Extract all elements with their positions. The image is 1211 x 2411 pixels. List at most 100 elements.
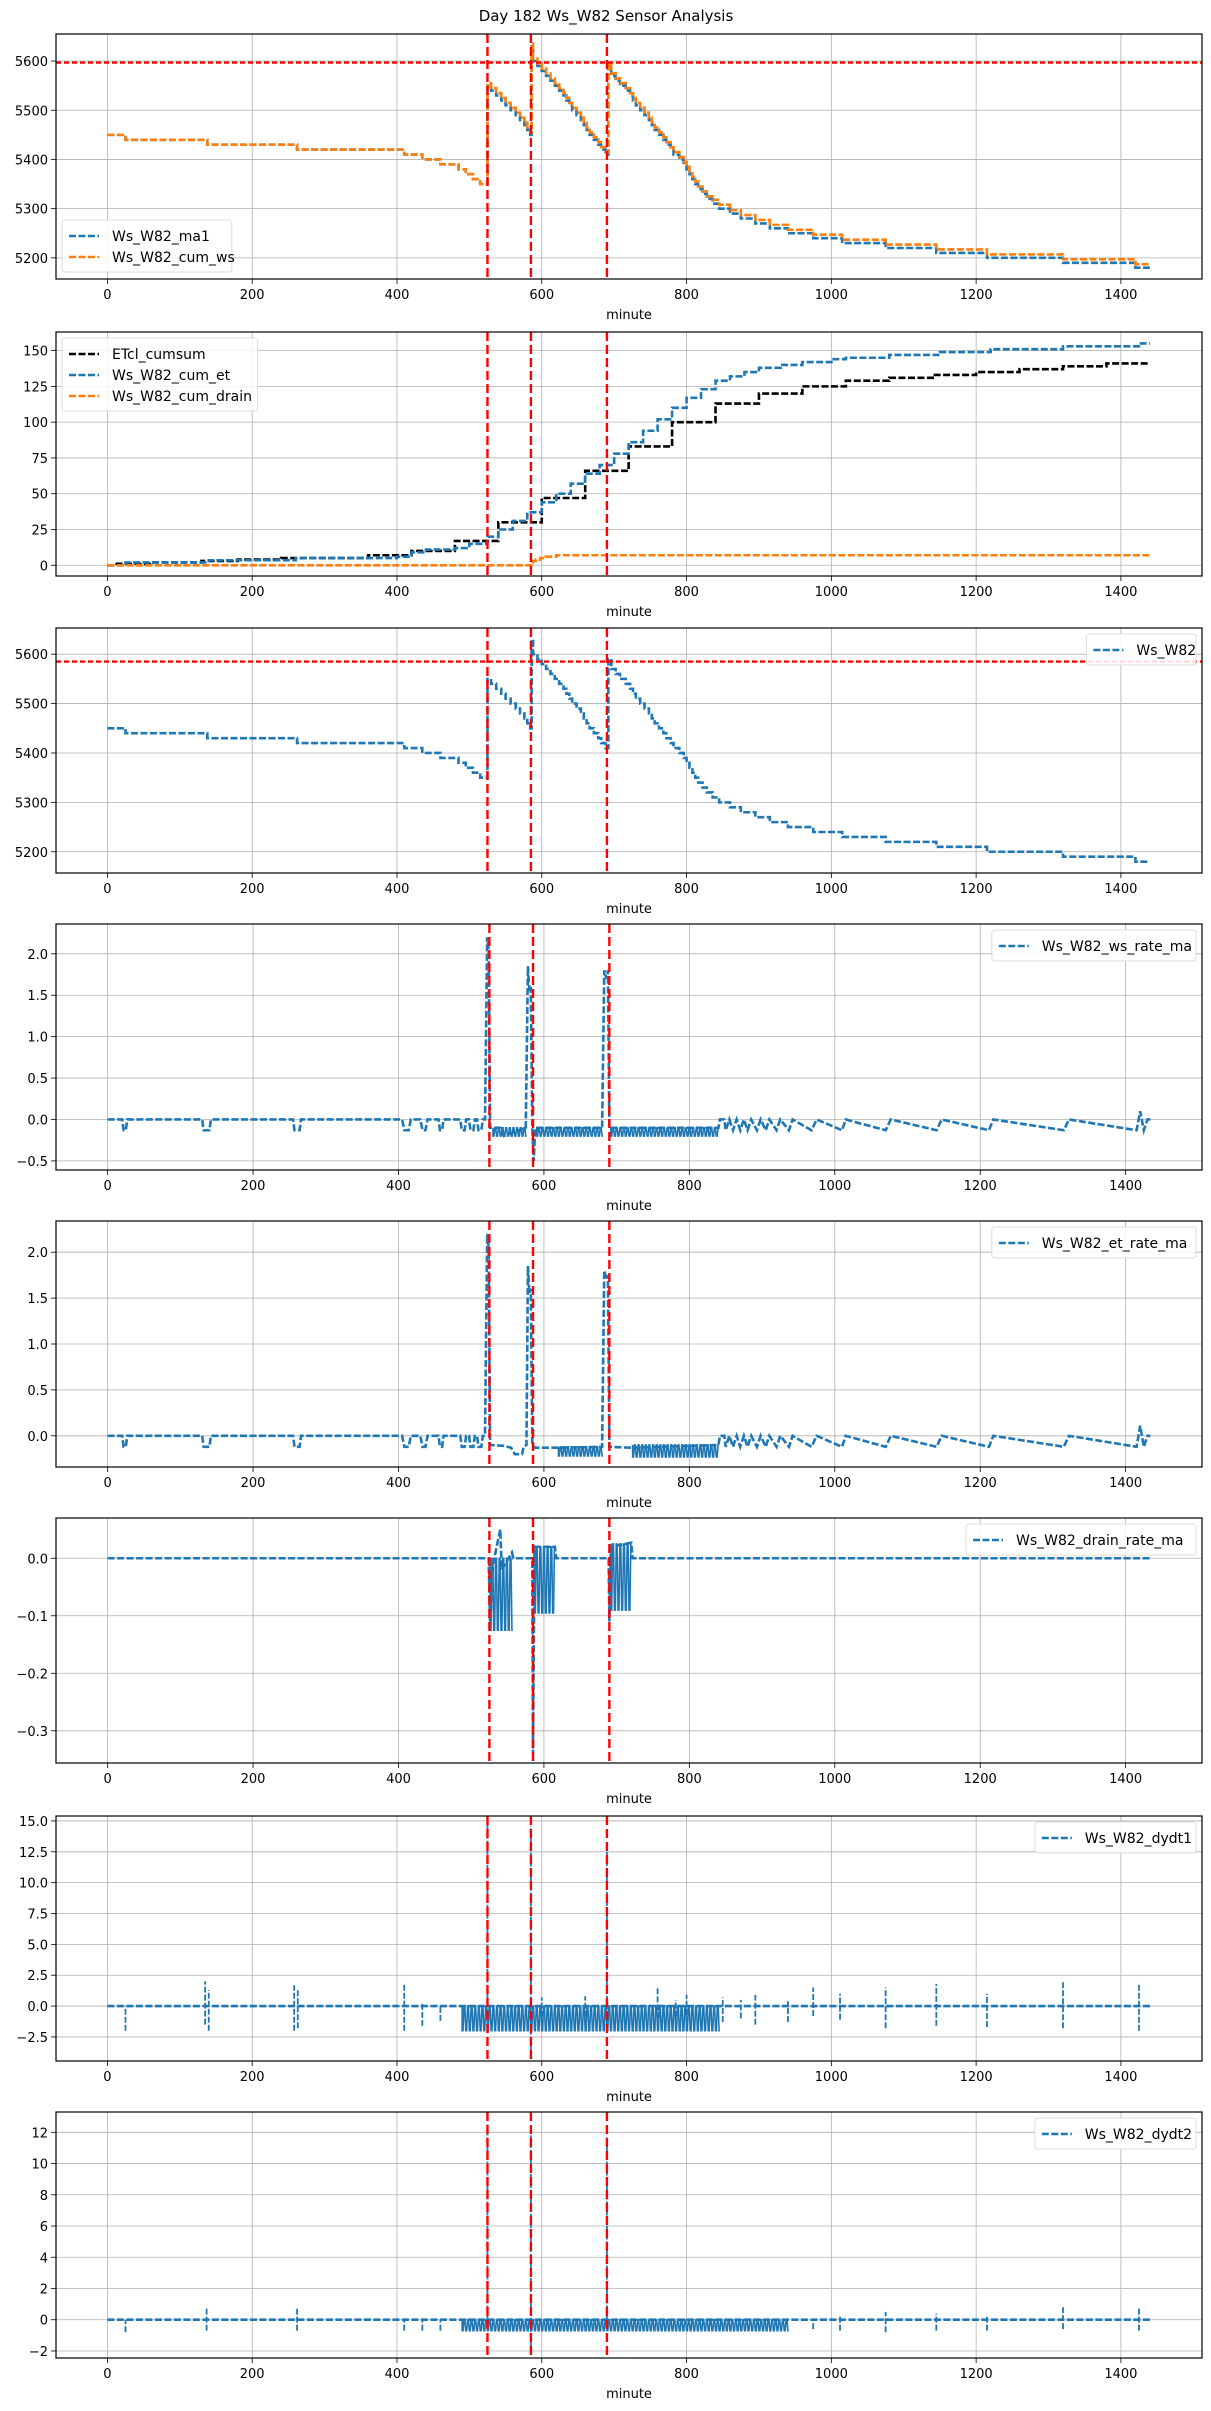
x-tick-label: 200 <box>241 1772 266 1787</box>
y-tick-label: 7.5 <box>27 1908 48 1923</box>
x-tick-label: 200 <box>240 585 265 600</box>
axes-frame <box>55 33 1203 280</box>
x-tick-label: 400 <box>385 288 410 303</box>
plot-area <box>107 1816 1150 2061</box>
y-tick-label: 5300 <box>15 796 48 811</box>
y-tick-label: 6 <box>40 2220 48 2235</box>
axes-frame <box>55 923 1203 1171</box>
legend: Ws_W82_et_rate_ma <box>991 1226 1197 1259</box>
y-tick-label: 8 <box>40 2189 48 2204</box>
x-tick-label: 1000 <box>815 882 848 897</box>
x-tick-label: 200 <box>241 1476 266 1491</box>
x-tick-label: 1200 <box>960 2367 993 2382</box>
x-tick-label: 800 <box>674 288 699 303</box>
y-tick-label: 12 <box>31 2126 48 2141</box>
x-axis-label: minute <box>606 1792 652 1807</box>
x-tick-label: 600 <box>529 882 554 897</box>
y-tick-label: 0.0 <box>27 1430 48 1445</box>
series-band-Ws_W82_drain_rate_ma <box>610 1543 632 1611</box>
x-tick-label: 600 <box>529 2070 554 2085</box>
x-tick-label: 0 <box>103 2070 111 2085</box>
series-band-Ws_W82_dydt2 <box>461 2318 789 2332</box>
x-tick-label: 1200 <box>960 585 993 600</box>
legend: Ws_W82_dydt2 <box>1034 2117 1197 2150</box>
x-tick-label: 800 <box>674 882 699 897</box>
legend-label: Ws_W82_et_rate_ma <box>1042 1236 1188 1252</box>
subplot-5: 0 200 400 600 800 1000 1200 1400 0.0 0.5 1.0 1.5 2.0… <box>27 1220 1203 1511</box>
legend: ETcl_cumsum Ws_W82_cum_et Ws_W82_cum_drain <box>61 337 259 412</box>
plot-area <box>107 1518 1151 1763</box>
axes-frame <box>55 1220 1203 1468</box>
x-tick-label: 200 <box>240 288 265 303</box>
x-tick-label: 800 <box>677 1772 702 1787</box>
series-line-Ws_W82_et_rate_ma <box>107 1233 1151 1456</box>
y-tick-label: 1.0 <box>27 1031 48 1046</box>
y-tick-label: −2 <box>29 2345 48 2360</box>
series-band-Ws_W82_drain_rate_ma <box>489 1557 513 1631</box>
y-tick-label: 5200 <box>15 252 48 267</box>
x-tick-label: 800 <box>674 585 699 600</box>
legend-box <box>1034 1821 1197 1854</box>
plot-area <box>107 2112 1150 2358</box>
legend-box <box>991 1226 1197 1259</box>
x-tick-label: 1000 <box>815 2070 848 2085</box>
y-tick-label: 150 <box>23 345 48 360</box>
x-tick-label: 600 <box>532 1772 557 1787</box>
subplot-7: 0 200 400 600 800 1000 1200 1400 −2.5 0.0 2.5 5.0 7.… <box>16 1815 1203 2105</box>
legend-box <box>991 929 1197 962</box>
y-tick-label: −0.5 <box>16 1155 48 1170</box>
x-tick-label: 400 <box>386 1772 411 1787</box>
legend: Ws_W82_dydt1 <box>1034 1821 1197 1854</box>
y-tick-label: 12.5 <box>19 1846 48 1861</box>
subplot-6: 0 200 400 600 800 1000 1200 1400 −0.3 −0.2 −0.1 0.0… <box>16 1517 1203 1807</box>
x-tick-label: 400 <box>385 2070 410 2085</box>
legend-box <box>965 1523 1197 1556</box>
y-tick-label: 5500 <box>15 104 48 119</box>
y-tick-label: 5400 <box>15 153 48 168</box>
y-tick-label: 0.5 <box>27 1072 48 1087</box>
series-line-Ws_W82 <box>107 638 1150 863</box>
figure-title: Day 182 Ws_W82 Sensor Analysis <box>479 7 734 26</box>
y-tick-label: 4 <box>40 2251 48 2266</box>
y-tick-label: 10 <box>31 2158 48 2173</box>
x-tick-label: 400 <box>386 1179 411 1194</box>
y-tick-label: 5600 <box>15 648 48 663</box>
subplot-1: 0 200 400 600 800 1000 1200 1400 5200 5300 5400 550… <box>15 33 1203 323</box>
plot-area <box>56 628 1202 873</box>
series-band-Ws_W82_ws_rate_ma <box>535 1126 603 1137</box>
x-tick-label: 1400 <box>1109 1772 1142 1787</box>
series-band-Ws_W82_ws_rate_ma <box>610 1126 719 1137</box>
series-band-Ws_W82_ws_rate_ma <box>492 1126 527 1137</box>
y-tick-label: 1.5 <box>27 989 48 1004</box>
x-axis-label: minute <box>606 605 652 620</box>
legend: Ws_W82 <box>1085 633 1197 666</box>
series-band-Ws_W82_drain_rate_ma <box>533 1545 556 1614</box>
legend-label: Ws_W82_dydt1 <box>1085 1831 1192 1847</box>
legend: Ws_W82_drain_rate_ma <box>965 1523 1197 1556</box>
y-tick-label: 2 <box>40 2282 48 2297</box>
x-tick-label: 200 <box>241 1179 266 1194</box>
x-tick-label: 1400 <box>1104 882 1137 897</box>
x-tick-label: 1000 <box>818 1476 851 1491</box>
subplot-3: 0 200 400 600 800 1000 1200 1400 5200 5300 5400 550… <box>15 627 1203 917</box>
subplot-8: 0 200 400 600 800 1000 1200 1400 −2 0 2 4 6 8 10 12 minu… <box>29 2111 1203 2402</box>
legend-label: ETcl_cumsum <box>112 347 206 363</box>
series-band-Ws_W82_et_rate_ma <box>557 1446 603 1457</box>
y-tick-label: 1.5 <box>27 1292 48 1307</box>
y-tick-label: 2.5 <box>27 1969 48 1984</box>
x-tick-label: 1000 <box>815 288 848 303</box>
legend: Ws_W82_ma1 Ws_W82_cum_ws <box>61 219 235 273</box>
x-tick-label: 600 <box>532 1179 557 1194</box>
x-tick-label: 600 <box>529 585 554 600</box>
series-line-Ws_W82_cum_et <box>107 342 1150 567</box>
y-tick-label: 1.0 <box>27 1338 48 1353</box>
x-tick-label: 1200 <box>964 1179 997 1194</box>
x-tick-label: 800 <box>674 2070 699 2085</box>
y-tick-label: 5200 <box>15 846 48 861</box>
plot-area <box>56 34 1202 279</box>
legend-label: Ws_W82 <box>1136 643 1196 659</box>
legend-label: Ws_W82_cum_drain <box>112 389 252 405</box>
series-band-Ws_W82_dydt1 <box>461 2005 720 2032</box>
legend-box <box>61 219 233 273</box>
